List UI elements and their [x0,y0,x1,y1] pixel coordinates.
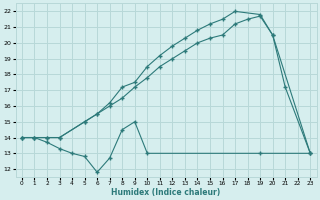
X-axis label: Humidex (Indice chaleur): Humidex (Indice chaleur) [111,188,221,197]
